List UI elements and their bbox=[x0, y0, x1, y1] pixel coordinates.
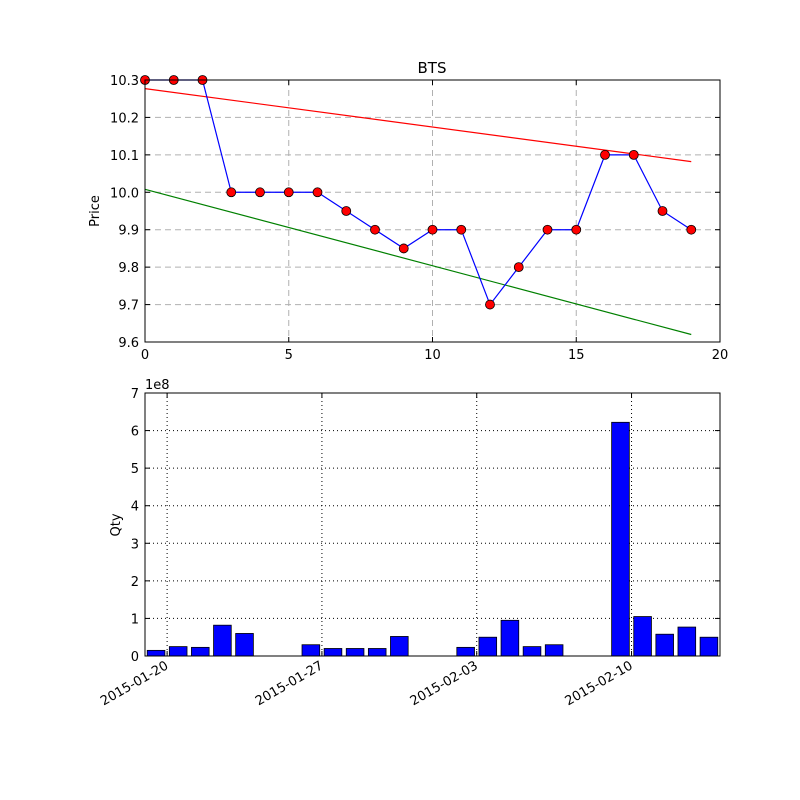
qty-bar bbox=[191, 646, 210, 657]
qty-bar bbox=[500, 619, 520, 657]
price-x-tick-label: 20 bbox=[712, 348, 729, 363]
price-point bbox=[571, 224, 582, 235]
price-point bbox=[600, 149, 610, 160]
qty-x-tick-labels: 2015-01-20 2015-01-27 2015-02-03 2015-02-10 bbox=[98, 658, 635, 709]
price-ticks bbox=[144, 79, 721, 343]
qty-chart: 2015-01-20 2015-01-27 2015-02-03 2015-02-10… bbox=[98, 378, 721, 709]
qty-bar bbox=[677, 626, 697, 657]
qty-ticks bbox=[145, 392, 720, 657]
qty-bar bbox=[235, 633, 254, 657]
price-x-tick-label: 15 bbox=[568, 348, 585, 363]
price-y-tick-label: 10.1 bbox=[110, 149, 139, 164]
price-point bbox=[456, 224, 467, 235]
price-point bbox=[427, 224, 438, 235]
qty-x-tick-label: 2015-01-27 bbox=[253, 658, 326, 709]
qty-y-tick-label: 7 bbox=[131, 387, 139, 402]
qty-scale-label: 1e8 bbox=[145, 378, 170, 393]
qty-x-tick-label: 2015-02-10 bbox=[563, 658, 636, 709]
qty-y-tick-label: 0 bbox=[131, 650, 139, 665]
qty-y-axis-label: Qty bbox=[109, 513, 124, 536]
price-point bbox=[283, 187, 294, 198]
qty-bar bbox=[522, 646, 542, 657]
qty-y-tick-label: 2 bbox=[131, 575, 139, 590]
price-point bbox=[628, 149, 639, 160]
qty-bar bbox=[213, 624, 232, 657]
qty-bar bbox=[456, 646, 475, 657]
price-x-tick-label: 10 bbox=[424, 348, 441, 363]
price-grid bbox=[144, 79, 721, 343]
qty-x-tick-label: 2015-02-03 bbox=[408, 658, 481, 709]
qty-y-tick-label: 4 bbox=[131, 500, 139, 515]
price-y-tick-label: 9.6 bbox=[118, 336, 139, 351]
qty-bar bbox=[478, 636, 498, 657]
price-y-tick-label: 9.9 bbox=[118, 224, 139, 239]
trend-line bbox=[144, 188, 692, 336]
price-point bbox=[513, 262, 524, 273]
price-point bbox=[226, 187, 237, 198]
qty-bar bbox=[168, 646, 188, 657]
qty-y-tick-label: 3 bbox=[131, 537, 139, 552]
trend-line bbox=[144, 88, 692, 163]
price-x-tick-labels: 0 5 10 15 20 bbox=[141, 348, 728, 363]
price-point bbox=[370, 224, 380, 235]
chart-title: BTS bbox=[418, 59, 447, 77]
price-x-tick-label: 0 bbox=[141, 348, 149, 363]
price-point bbox=[542, 224, 553, 235]
qty-x-tick-label: 2015-01-20 bbox=[98, 658, 171, 709]
price-point bbox=[686, 224, 697, 235]
price-y-axis-label: Price bbox=[88, 195, 103, 227]
qty-y-tick-label: 5 bbox=[131, 462, 139, 477]
qty-bar bbox=[655, 633, 674, 657]
price-trend-lines bbox=[144, 88, 692, 336]
qty-bar bbox=[699, 636, 719, 657]
qty-y-tick-label: 6 bbox=[131, 425, 139, 440]
price-point bbox=[398, 243, 409, 254]
price-point bbox=[312, 187, 323, 198]
price-y-tick-label: 10.2 bbox=[110, 111, 139, 126]
qty-bar bbox=[301, 644, 321, 657]
price-point bbox=[485, 299, 495, 310]
qty-bar bbox=[323, 648, 343, 657]
price-point bbox=[657, 206, 668, 216]
qty-bar bbox=[633, 616, 652, 657]
price-y-tick-label: 9.7 bbox=[118, 299, 139, 314]
qty-bar bbox=[390, 636, 409, 657]
price-chart: BTS 0 5 10 15 20 9.6 9.7 9.8 9.9 10.0 10.1 10.2 10.… bbox=[88, 59, 728, 363]
price-point bbox=[341, 206, 352, 216]
price-markers bbox=[140, 75, 697, 310]
qty-y-tick-label: 1 bbox=[131, 612, 139, 627]
price-point bbox=[255, 187, 265, 198]
qty-bar bbox=[146, 649, 166, 657]
qty-bar bbox=[367, 648, 387, 657]
qty-bar bbox=[611, 421, 630, 657]
price-y-tick-label: 10.3 bbox=[110, 74, 139, 89]
price-y-tick-labels: 9.6 9.7 9.8 9.9 10.0 10.1 10.2 10.3 bbox=[110, 74, 139, 351]
price-x-tick-label: 5 bbox=[285, 348, 293, 363]
qty-axes-frame bbox=[144, 392, 721, 657]
qty-y-tick-labels: 0 1 2 3 4 5 6 7 bbox=[131, 387, 139, 665]
qty-bar bbox=[544, 644, 564, 657]
qty-bar bbox=[345, 648, 365, 657]
price-y-tick-label: 10.0 bbox=[110, 186, 139, 201]
price-y-tick-label: 9.8 bbox=[118, 261, 139, 276]
qty-bars bbox=[146, 421, 719, 657]
